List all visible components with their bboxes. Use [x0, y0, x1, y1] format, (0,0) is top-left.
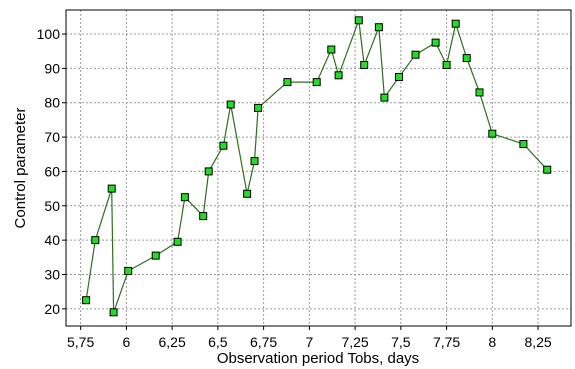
data-point	[462, 54, 471, 63]
data-point	[250, 157, 259, 166]
data-point	[283, 78, 292, 87]
data-point	[519, 140, 528, 148]
data-point	[219, 141, 228, 150]
data-point	[431, 38, 440, 47]
data-point	[151, 251, 160, 260]
x-tick-label: 6,25	[158, 334, 185, 350]
y-tick-label: 70	[44, 129, 60, 145]
data-point	[411, 50, 420, 59]
data-point	[109, 308, 118, 317]
data-point	[226, 100, 235, 109]
x-tick-label: 6	[122, 334, 130, 350]
data-points	[82, 16, 552, 317]
data-point	[354, 16, 363, 25]
axis-ticks: 5,75 6 6,25 6,5 6,75 7 7,25 7,5 7,75 8 8,25 20 30 40 5…	[37, 26, 552, 350]
plot-area-frame	[65, 9, 572, 327]
data-point	[374, 23, 383, 32]
y-tick-label: 20	[44, 301, 60, 317]
data-point	[91, 236, 100, 245]
data-point	[82, 296, 91, 305]
y-tick-label: 100	[37, 26, 61, 42]
data-point	[254, 103, 263, 112]
y-axis-label: Control parameter	[12, 108, 29, 229]
x-tick-label: 7,5	[391, 334, 411, 350]
x-tick-label: 7,75	[433, 334, 460, 350]
data-point	[488, 129, 497, 138]
x-tick-label: 5,75	[67, 334, 94, 350]
y-tick-label: 50	[44, 198, 60, 214]
data-point	[173, 237, 182, 246]
y-tick-label: 30	[44, 266, 60, 282]
series-line	[85, 20, 548, 313]
data-point	[360, 61, 369, 69]
data-point	[243, 189, 252, 198]
data-point	[107, 184, 116, 193]
data-point	[451, 19, 460, 28]
data-point	[395, 73, 403, 81]
x-tick-label: 7,25	[341, 334, 368, 350]
x-tick-label: 8	[488, 334, 496, 350]
data-point	[180, 193, 189, 202]
data-point	[442, 61, 451, 69]
grid-lines	[66, 10, 571, 326]
data-point	[312, 78, 321, 87]
x-tick-label: 6,5	[208, 334, 228, 350]
data-point	[475, 88, 484, 97]
y-tick-label: 80	[44, 95, 60, 111]
data-point	[543, 165, 552, 174]
data-point	[380, 93, 389, 102]
x-tick-label: 6,75	[250, 334, 277, 350]
data-point	[204, 167, 213, 176]
y-tick-label: 60	[44, 163, 60, 179]
data-point	[334, 71, 343, 80]
y-tick-label: 40	[44, 232, 60, 248]
x-tick-label: 8,25	[524, 334, 551, 350]
data-point	[124, 267, 133, 275]
data-point	[327, 45, 336, 54]
y-tick-label: 90	[44, 60, 60, 76]
x-axis-label: Observation period Tobs, days	[217, 350, 419, 367]
x-tick-label: 7	[305, 334, 313, 350]
data-point	[199, 212, 208, 221]
